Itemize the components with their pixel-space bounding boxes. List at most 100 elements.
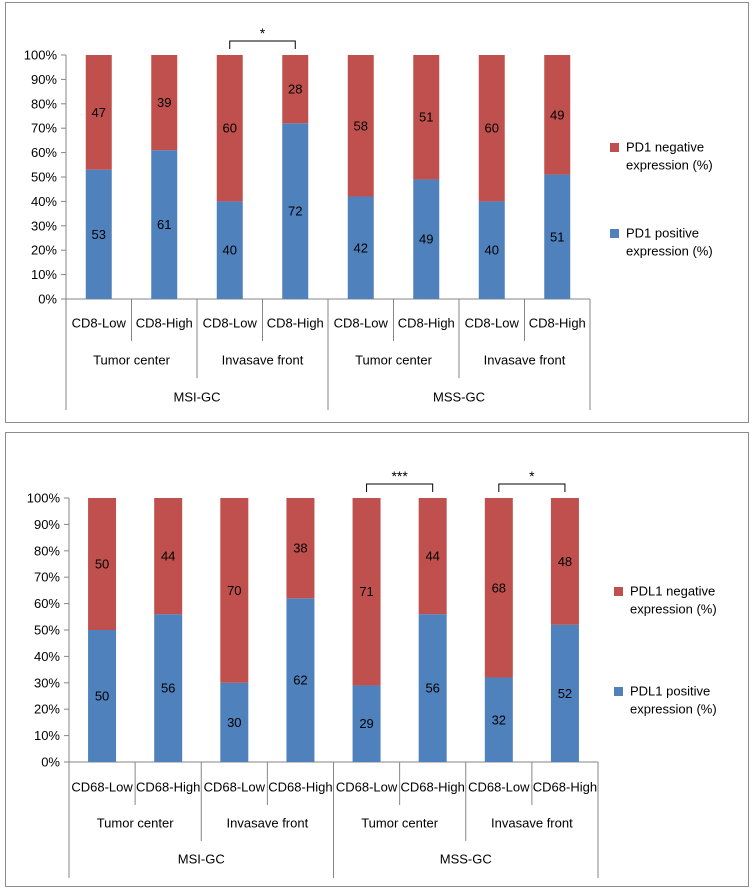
data-label-positive: 40 xyxy=(223,243,237,258)
data-label-positive: 30 xyxy=(227,715,241,730)
significance-bracket xyxy=(229,40,296,49)
data-label-positive: 29 xyxy=(359,716,373,731)
data-label-negative: 44 xyxy=(161,549,175,564)
data-label-negative: 49 xyxy=(550,107,564,122)
data-label-negative: 38 xyxy=(293,541,307,556)
bar-negative xyxy=(413,55,440,180)
bar-positive xyxy=(484,677,513,762)
group-label: Tumor center xyxy=(361,816,438,831)
legend-label: expression (%) xyxy=(630,702,717,717)
data-label-negative: 50 xyxy=(95,557,109,572)
bar-negative xyxy=(282,55,309,124)
chart-2: 0% 10% 20% 30% 40% 50% 60% 70% 80% 90% 100% 50 50 CD6… xyxy=(5,432,749,887)
group-label: Invasave front xyxy=(222,353,304,368)
data-label-negative: 44 xyxy=(425,549,439,564)
category-label: CD8-Low xyxy=(203,316,258,331)
bar-positive xyxy=(478,201,505,299)
category-label: CD68-High xyxy=(401,780,465,795)
bar-negative xyxy=(418,498,447,615)
bar-negative xyxy=(478,55,505,202)
y-tick-label: 50% xyxy=(31,170,57,185)
data-label-positive: 56 xyxy=(425,681,439,696)
category-label: CD68-Low xyxy=(204,780,266,795)
y-tick-label: 90% xyxy=(31,72,57,87)
category-label: CD8-Low xyxy=(465,316,520,331)
data-label-positive: 56 xyxy=(161,681,175,696)
y-tick-label: 80% xyxy=(34,543,60,558)
data-label-positive: 40 xyxy=(485,243,499,258)
category-label: CD68-Low xyxy=(71,780,133,795)
legend-label: expression (%) xyxy=(626,244,713,259)
data-label-positive: 52 xyxy=(558,686,572,701)
y-tick-label: 70% xyxy=(31,121,57,136)
data-label-negative: 39 xyxy=(157,95,171,110)
significance-bracket xyxy=(366,483,434,492)
data-label-positive: 61 xyxy=(157,217,171,232)
category-label: CD8-High xyxy=(136,316,193,331)
y-tick-label: 30% xyxy=(31,218,57,233)
bar-positive xyxy=(352,685,381,762)
bar-positive xyxy=(413,179,440,299)
category-label: CD8-High xyxy=(529,316,586,331)
bar-negative xyxy=(286,498,315,599)
data-label-positive: 42 xyxy=(354,240,368,255)
data-label-positive: 50 xyxy=(95,689,109,704)
bar-negative xyxy=(484,498,513,678)
category-label: CD8-High xyxy=(398,316,455,331)
data-label-positive: 62 xyxy=(293,673,307,688)
category-label: CD8-Low xyxy=(334,316,389,331)
data-label-positive: 53 xyxy=(92,227,106,242)
bar-negative xyxy=(216,55,243,202)
bar-positive xyxy=(220,682,249,762)
bar-positive xyxy=(88,630,117,762)
category-label: CD68-Low xyxy=(468,780,530,795)
data-label-positive: 32 xyxy=(492,712,506,727)
bar-positive xyxy=(286,598,315,762)
data-label-negative: 68 xyxy=(492,580,506,595)
y-tick-label: 90% xyxy=(34,517,60,532)
y-tick-label: 100% xyxy=(27,491,61,506)
bar-negative xyxy=(85,55,112,170)
group-label: Invasave front xyxy=(484,353,566,368)
group-label: Tumor center xyxy=(97,816,174,831)
bar-negative xyxy=(154,498,183,615)
y-tick-label: 70% xyxy=(34,570,60,585)
y-tick-label: 0% xyxy=(38,292,57,307)
bar-negative xyxy=(550,498,579,625)
group-label: Invasave front xyxy=(227,816,309,831)
y-tick-label: 40% xyxy=(34,649,60,664)
bar-positive xyxy=(154,614,183,762)
data-label-negative: 58 xyxy=(354,118,368,133)
y-tick-label: 10% xyxy=(31,267,57,282)
data-label-negative: 28 xyxy=(288,82,302,97)
y-tick-label: 60% xyxy=(31,145,57,160)
group-label: Tumor center xyxy=(355,353,432,368)
group-label: Tumor center xyxy=(93,353,170,368)
data-label-positive: 72 xyxy=(288,204,302,219)
category-label: CD68-High xyxy=(268,780,332,795)
supergroup-label: MSS-GC xyxy=(440,852,492,867)
chart-frame xyxy=(5,2,749,423)
bar-negative xyxy=(151,55,178,151)
legend-swatch xyxy=(610,143,619,152)
bar-positive xyxy=(151,150,178,299)
bar-positive xyxy=(550,624,579,762)
legend-swatch xyxy=(610,229,619,238)
data-label-negative: 51 xyxy=(419,110,433,125)
legend-label: expression (%) xyxy=(630,602,717,617)
y-tick-label: 100% xyxy=(24,48,58,63)
group-label: Invasave front xyxy=(491,816,573,831)
data-label-positive: 49 xyxy=(419,232,433,247)
bar-positive xyxy=(216,201,243,299)
legend-label: expression (%) xyxy=(626,158,713,173)
bar-positive xyxy=(418,614,447,762)
bar-negative xyxy=(352,498,381,686)
significance-bracket xyxy=(498,483,566,492)
y-tick-label: 0% xyxy=(41,755,60,770)
data-label-negative: 70 xyxy=(227,583,241,598)
bar-negative xyxy=(544,55,571,175)
legend-swatch xyxy=(614,687,623,696)
y-tick-label: 20% xyxy=(31,243,57,258)
data-label-negative: 60 xyxy=(485,121,499,136)
